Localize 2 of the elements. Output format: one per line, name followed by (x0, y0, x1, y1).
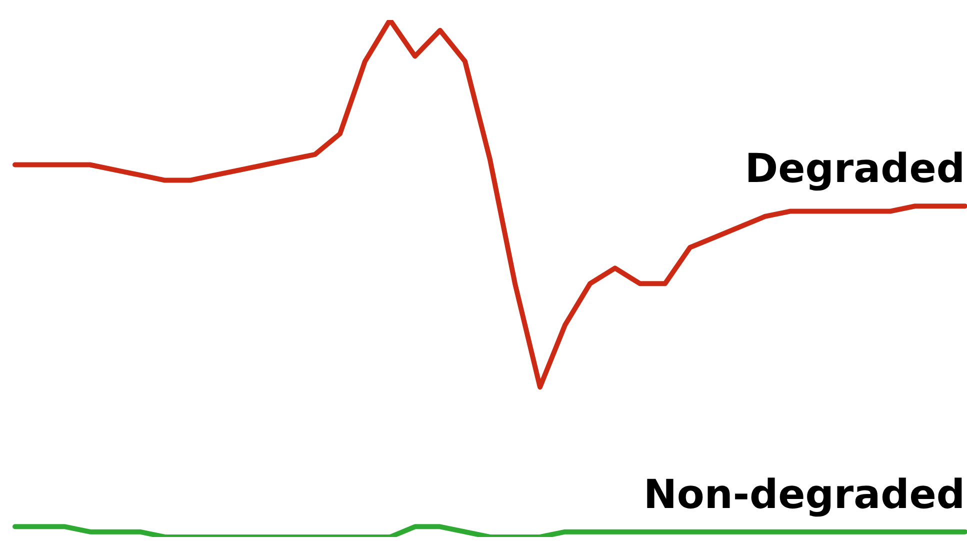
series-label: Non-degraded (643, 472, 965, 518)
series-label: Degraded (744, 146, 965, 192)
